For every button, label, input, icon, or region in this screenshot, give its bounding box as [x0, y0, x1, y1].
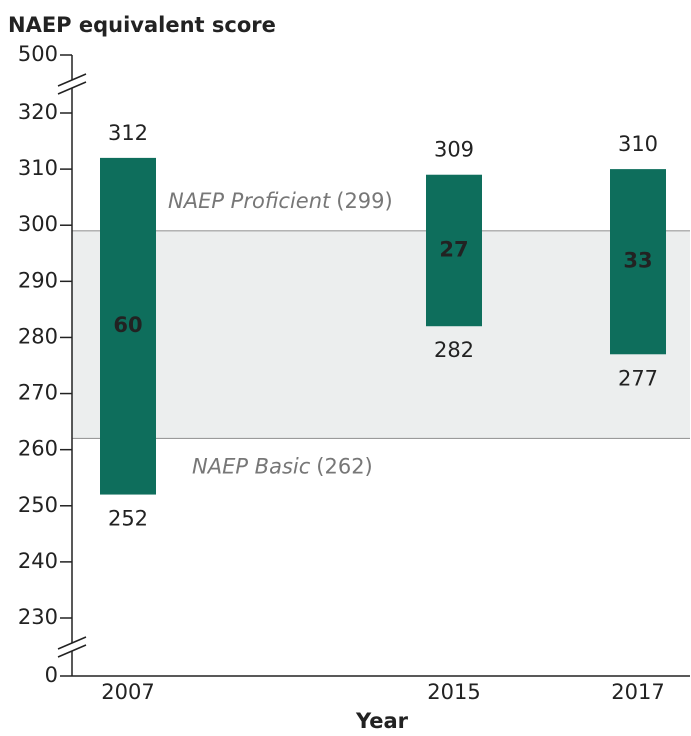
- axis-break-gap: [58, 80, 86, 88]
- axis-break-mark: [57, 644, 87, 658]
- axis-break-gap: [58, 643, 86, 651]
- x-tick-label: 2007: [101, 680, 154, 704]
- y-tick-label: 0: [45, 663, 58, 687]
- axis-break-mark: [57, 81, 87, 95]
- gap-label: 60: [113, 313, 142, 337]
- y-tick-label: 240: [18, 549, 58, 573]
- axis-break-mark: [57, 636, 87, 650]
- y-tick-label: 280: [18, 324, 58, 348]
- range-bar: [610, 169, 666, 355]
- low-label: 252: [108, 507, 148, 531]
- y-tick-label: 320: [18, 100, 58, 124]
- axis-break-mark: [57, 73, 87, 87]
- y-tick-label: 290: [18, 268, 58, 292]
- high-label: 312: [108, 121, 148, 145]
- y-tick-label: 250: [18, 493, 58, 517]
- x-tick-label: 2017: [611, 680, 664, 704]
- y-tick-label: 300: [18, 212, 58, 236]
- reference-name: NAEP Basic: [192, 454, 311, 478]
- high-label: 309: [434, 138, 474, 162]
- x-tick-label: 2015: [427, 680, 480, 704]
- gap-label: 27: [439, 237, 468, 261]
- y-tick-label: 230: [18, 605, 58, 629]
- reference-label: NAEP Proficient (299): [168, 189, 393, 213]
- range-bar: [426, 174, 482, 327]
- low-label: 282: [434, 338, 474, 362]
- chart-title: NAEP equivalent score: [8, 13, 276, 37]
- reference-value: (299): [336, 189, 392, 213]
- low-label: 277: [618, 366, 658, 390]
- high-label: 310: [618, 132, 658, 156]
- range-bar: [100, 157, 156, 495]
- gap-label: 33: [623, 249, 652, 273]
- reference-name: NAEP Proficient: [168, 189, 331, 213]
- y-tick-label: 500: [18, 42, 58, 66]
- y-tick-label: 270: [18, 381, 58, 405]
- x-axis-title: Year: [355, 709, 409, 733]
- y-tick-label: 260: [18, 437, 58, 461]
- reference-band: [72, 230, 690, 439]
- y-tick-label: 310: [18, 156, 58, 180]
- reference-value: (262): [316, 454, 372, 478]
- reference-label: NAEP Basic (262): [192, 454, 373, 478]
